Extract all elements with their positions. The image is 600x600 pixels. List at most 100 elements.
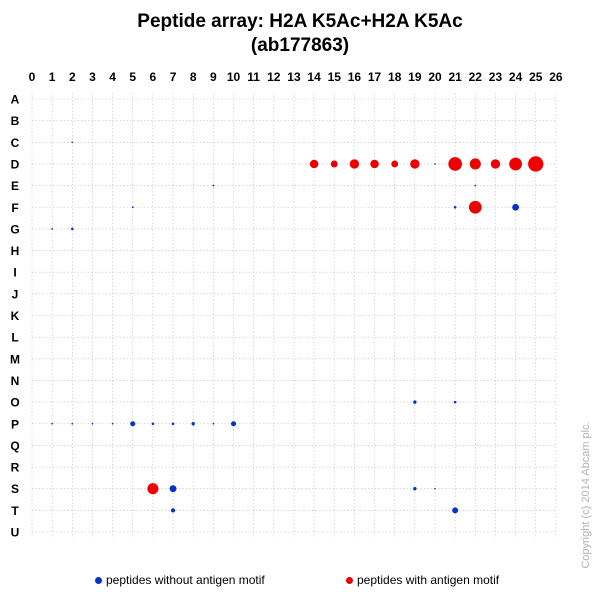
- data-points: [51, 141, 544, 514]
- y-tick-label: F: [11, 201, 18, 215]
- x-tick-label: 4: [109, 70, 116, 84]
- data-point-with-motif: [509, 157, 522, 171]
- y-tick-label: M: [10, 352, 20, 366]
- data-point-without-motif: [452, 507, 459, 514]
- x-tick-label: 3: [89, 70, 96, 84]
- y-tick-label: T: [11, 504, 19, 518]
- data-point-with-motif: [330, 160, 338, 168]
- x-tick-label: 21: [448, 70, 462, 84]
- data-point-without-motif: [71, 227, 74, 231]
- data-point-without-motif: [413, 400, 417, 404]
- y-tick-label: H: [11, 244, 20, 258]
- data-point-without-motif: [212, 422, 215, 425]
- x-tick-label: 0: [29, 70, 36, 84]
- y-tick-label: B: [11, 114, 20, 128]
- chart-legend: peptides without antigen motif peptides …: [0, 573, 600, 589]
- data-point-without-motif: [170, 508, 176, 513]
- legend-item-with-motif: peptides with antigen motif: [346, 573, 499, 587]
- x-tick-label: 22: [469, 70, 483, 84]
- y-tick-label: R: [11, 461, 20, 475]
- x-tick-label: 15: [328, 70, 342, 84]
- data-point-without-motif: [413, 487, 417, 491]
- x-tick-label: 25: [529, 70, 543, 84]
- y-tick-label: J: [12, 287, 19, 301]
- data-point-with-motif: [528, 156, 544, 172]
- y-tick-label: D: [11, 157, 20, 171]
- x-tick-label: 26: [549, 70, 563, 84]
- data-point-with-motif: [147, 483, 159, 495]
- data-point-without-motif: [434, 487, 436, 490]
- data-point-without-motif: [512, 203, 519, 211]
- data-point-without-motif: [230, 421, 237, 427]
- y-tick-label: C: [11, 136, 20, 150]
- legend-dot-with-motif: [346, 576, 353, 584]
- y-tick-label: K: [11, 309, 20, 323]
- y-tick-label: A: [11, 93, 20, 107]
- chart-title-line1: Peptide array: H2A K5Ac+H2A K5Ac: [137, 11, 463, 32]
- data-point-without-motif: [71, 141, 74, 144]
- x-tick-label: 8: [190, 70, 197, 84]
- legend-label-with-motif: peptides with antigen motif: [357, 573, 500, 587]
- data-point-without-motif: [91, 422, 94, 425]
- data-point-without-motif: [434, 163, 436, 165]
- y-tick-label: U: [11, 526, 20, 540]
- legend-dot-without-motif: [95, 576, 102, 584]
- data-point-without-motif: [71, 422, 74, 425]
- data-point-without-motif: [51, 228, 54, 230]
- x-tick-label: 12: [267, 70, 281, 84]
- y-tick-label: I: [13, 266, 16, 280]
- x-tick-label: 14: [307, 70, 321, 84]
- chart-title-line2: (ab177863): [250, 35, 350, 56]
- data-point-with-motif: [370, 159, 379, 169]
- data-point-with-motif: [391, 160, 399, 168]
- data-point-without-motif: [169, 485, 177, 493]
- x-tick-label: 2: [69, 70, 76, 84]
- x-tick-label: 5: [129, 70, 136, 84]
- legend-item-without-motif: peptides without antigen motif: [95, 573, 265, 587]
- data-point-without-motif: [130, 421, 136, 427]
- data-point-without-motif: [191, 422, 195, 426]
- data-point-without-motif: [453, 205, 457, 209]
- y-tick-label: L: [11, 331, 18, 345]
- y-tick-label: S: [11, 482, 19, 496]
- x-tick-label: 10: [227, 70, 241, 84]
- data-point-with-motif: [474, 184, 477, 187]
- y-tick-label: O: [10, 396, 19, 410]
- data-point-without-motif: [151, 422, 155, 426]
- x-tick-label: 19: [408, 70, 422, 84]
- x-tick-label: 1: [49, 70, 56, 84]
- chart-title: Peptide array: H2A K5Ac+H2A K5Ac (ab1778…: [0, 10, 600, 58]
- x-axis-ticks: 0 1 2 3 4 5 6 7 8 9 10 11 12 13 14 15 16 17 18 19 20 21 22 23 24…: [29, 70, 563, 84]
- x-tick-label: 23: [489, 70, 503, 84]
- data-point-with-motif: [490, 159, 501, 169]
- y-tick-label: G: [10, 222, 19, 236]
- data-point-without-motif: [453, 400, 457, 404]
- data-point-without-motif: [131, 206, 134, 209]
- data-point-without-motif: [212, 184, 215, 187]
- legend-label-without-motif: peptides without antigen motif: [106, 573, 265, 587]
- x-tick-label: 7: [170, 70, 177, 84]
- y-tick-label: P: [11, 417, 19, 431]
- x-tick-label: 18: [388, 70, 402, 84]
- x-tick-label: 6: [150, 70, 157, 84]
- data-point-with-motif: [448, 157, 462, 171]
- y-tick-label: E: [11, 179, 19, 193]
- data-point-without-motif: [51, 422, 54, 425]
- y-tick-label: Q: [10, 439, 19, 453]
- data-point-with-motif: [469, 158, 481, 170]
- y-tick-label: N: [11, 374, 20, 388]
- x-tick-label: 16: [348, 70, 362, 84]
- x-tick-label: 9: [210, 70, 217, 84]
- x-tick-label: 24: [509, 70, 523, 84]
- data-point-with-motif: [309, 159, 319, 169]
- x-tick-label: 17: [368, 70, 382, 84]
- x-tick-label: 11: [247, 70, 260, 84]
- data-point-with-motif: [349, 159, 360, 169]
- data-point-without-motif: [171, 422, 175, 426]
- x-tick-label: 20: [428, 70, 442, 84]
- x-tick-label: 13: [287, 70, 301, 84]
- data-point-without-motif: [111, 422, 114, 425]
- copyright-notice: Copyright (c) 2014 Abcam plc.: [580, 421, 592, 569]
